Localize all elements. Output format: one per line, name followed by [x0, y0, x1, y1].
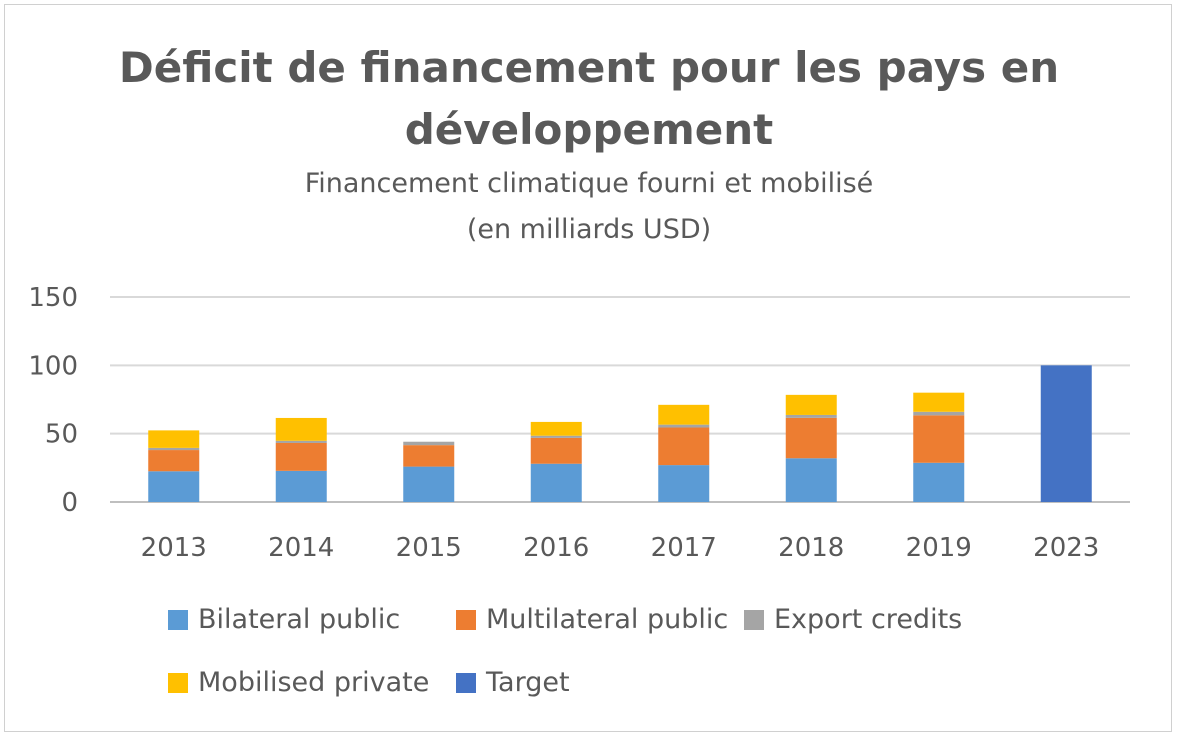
legend-label: Export credits [774, 604, 963, 635]
legend-label: Target [486, 667, 570, 698]
chart-subtitle-line-1: Financement climatique fourni et mobilis… [304, 168, 874, 199]
bar-segment [530, 463, 582, 502]
x-tick-label: 2017 [651, 533, 717, 563]
bar-segment [148, 471, 200, 502]
bar-segment [275, 470, 327, 502]
bar-segment [1040, 365, 1092, 502]
bar-segment [403, 466, 455, 502]
bar-segment [658, 424, 710, 428]
legend-swatch [744, 609, 764, 630]
legend-item-bilateral-public: Bilateral public [168, 604, 400, 635]
legend-item-target: Target [456, 667, 570, 698]
legend-label: Multilateral public [486, 604, 729, 635]
x-axis-ticks: 2013 2014 2015 2016 2017 2018 2019 2023 [141, 533, 1100, 563]
chart-frame [4, 4, 1172, 732]
y-tick-label: 0 [61, 488, 78, 518]
bar-segment [148, 447, 200, 451]
bar-segment [785, 394, 837, 415]
bar-segment [913, 392, 965, 412]
x-tick-label: 2013 [141, 533, 207, 563]
bar-segment [658, 465, 710, 502]
bar-segment [530, 435, 582, 438]
bar-segment [785, 414, 837, 418]
bar-segment [148, 430, 200, 448]
y-axis-ticks: 0 50 100 150 [28, 283, 78, 518]
bar-segment [913, 462, 965, 502]
chart-title-line-1: Déficit de financement pour les pays en [118, 43, 1060, 92]
bar-segment [913, 411, 965, 416]
legend-item-multilateral-public: Multilateral public [456, 604, 728, 635]
bar-segment [275, 440, 327, 443]
x-tick-label: 2019 [906, 533, 972, 563]
bar-segment [403, 441, 455, 446]
legend-swatch [456, 609, 476, 630]
x-tick-label: 2023 [1033, 533, 1099, 563]
legend-swatch [168, 609, 188, 630]
bar-segment [913, 415, 965, 463]
x-tick-label: 2018 [778, 533, 844, 563]
bar-segment [275, 442, 327, 471]
legend-item-mobilised-private: Mobilised private [168, 667, 429, 698]
bar-segment [530, 437, 582, 464]
bar-segment [148, 450, 200, 472]
y-tick-label: 50 [45, 420, 78, 450]
bar-segment [403, 445, 455, 467]
legend-swatch [456, 672, 476, 693]
bars [148, 365, 1092, 502]
x-tick-label: 2016 [523, 533, 589, 563]
bar-segment [785, 417, 837, 459]
y-tick-label: 150 [28, 283, 78, 313]
bar-segment [275, 417, 327, 441]
bar-segment [658, 427, 710, 466]
legend-item-export-credits: Export credits [744, 604, 962, 635]
legend-label: Bilateral public [198, 604, 401, 635]
x-tick-label: 2015 [396, 533, 462, 563]
gridlines [110, 296, 1130, 503]
chart-subtitle-line-2: (en milliards USD) [466, 214, 712, 245]
y-tick-label: 100 [28, 351, 78, 381]
legend-label: Mobilised private [198, 667, 430, 698]
chart-title-line-2: développement [404, 105, 774, 154]
bar-segment [658, 404, 710, 425]
bar-segment [530, 421, 582, 436]
bar-segment [785, 458, 837, 502]
x-tick-label: 2014 [268, 533, 334, 563]
legend-swatch [168, 672, 188, 693]
